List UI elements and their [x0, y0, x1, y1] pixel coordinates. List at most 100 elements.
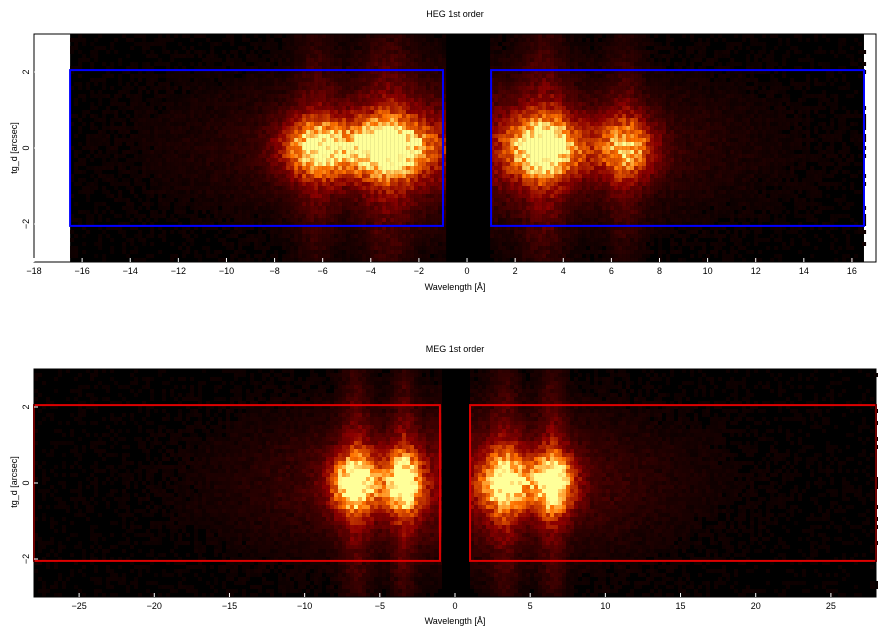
heg-heatmap-cell: [226, 74, 231, 78]
heg-heatmap-cell: [278, 82, 283, 86]
heg-heatmap-cell: [430, 246, 435, 250]
heg-heatmap-cell: [106, 206, 111, 210]
heg-heatmap-cell: [366, 54, 371, 58]
heg-heatmap-cell: [366, 126, 371, 130]
heg-heatmap-cell: [126, 114, 131, 118]
heg-heatmap-cell: [430, 78, 435, 82]
heg-heatmap-cell: [322, 190, 327, 194]
heg-heatmap-cell: [378, 250, 383, 254]
heg-heatmap-cell: [326, 254, 331, 258]
heg-heatmap-cell: [278, 242, 283, 246]
heg-heatmap-cell: [174, 158, 179, 162]
heg-heatmap-cell: [314, 110, 319, 114]
heg-heatmap-cell: [530, 150, 535, 154]
heg-heatmap-cell: [506, 106, 511, 110]
heg-heatmap-cell: [514, 198, 519, 202]
heg-heatmap-cell: [298, 138, 303, 142]
heg-heatmap-cell: [242, 162, 247, 166]
heg-heatmap-cell: [222, 94, 227, 98]
heg-heatmap-cell: [150, 70, 155, 74]
heg-heatmap-cell: [414, 174, 419, 178]
heg-heatmap-cell: [102, 178, 107, 182]
heg-heatmap-cell: [70, 122, 75, 126]
heg-heatmap-cell: [502, 50, 507, 54]
heg-heatmap-cell: [398, 234, 403, 238]
heg-heatmap-cell: [294, 66, 299, 70]
heg-heatmap-cell: [518, 58, 523, 62]
heg-heatmap-cell: [338, 254, 343, 258]
heg-heatmap-cell: [262, 162, 267, 166]
heg-heatmap-cell: [318, 70, 323, 74]
heg-heatmap-cell: [210, 138, 215, 142]
heg-heatmap-cell: [498, 134, 503, 138]
heg-heatmap-cell: [494, 142, 499, 146]
heg-heatmap-cell: [278, 190, 283, 194]
heg-heatmap-cell: [162, 126, 167, 130]
heg-heatmap-cell: [154, 130, 159, 134]
heg-heatmap-cell: [510, 122, 515, 126]
heg-heatmap-cell: [422, 246, 427, 250]
heg-heatmap-cell: [506, 142, 511, 146]
heg-heatmap-cell: [430, 206, 435, 210]
heg-heatmap-cell: [402, 246, 407, 250]
heg-heatmap-cell: [302, 134, 307, 138]
heg-heatmap-cell: [362, 122, 367, 126]
heg-heatmap-cell: [266, 178, 271, 182]
heg-heatmap-cell: [442, 70, 447, 74]
heg-heatmap-cell: [338, 146, 343, 150]
heg-heatmap-cell: [422, 238, 427, 242]
heg-heatmap-cell: [334, 94, 339, 98]
heg-heatmap-cell: [398, 126, 403, 130]
heg-heatmap-cell: [410, 86, 415, 90]
heg-heatmap-cell: [362, 170, 367, 174]
heg-heatmap-cell: [510, 70, 515, 74]
heg-heatmap-cell: [314, 142, 319, 146]
heg-heatmap-cell: [402, 258, 407, 262]
heg-heatmap-cell: [338, 126, 343, 130]
heg-heatmap-cell: [150, 242, 155, 246]
heg-heatmap-cell: [106, 138, 111, 142]
heg-heatmap-cell: [102, 230, 107, 234]
heg-heatmap-cell: [258, 90, 263, 94]
heg-heatmap-cell: [314, 90, 319, 94]
heg-heatmap-cell: [266, 194, 271, 198]
heg-heatmap-cell: [206, 166, 211, 170]
heg-heatmap-cell: [426, 94, 431, 98]
heg-heatmap-cell: [422, 122, 427, 126]
heg-heatmap-cell: [234, 186, 239, 190]
heg-heatmap-cell: [250, 150, 255, 154]
heg-heatmap-cell: [410, 162, 415, 166]
heg-heatmap-cell: [202, 98, 207, 102]
heg-heatmap-cell: [282, 110, 287, 114]
heg-heatmap-cell: [522, 90, 527, 94]
heg-heatmap-cell: [230, 66, 235, 70]
heg-heatmap-cell: [310, 226, 315, 230]
heg-heatmap-cell: [154, 78, 159, 82]
heg-heatmap-cell: [494, 110, 499, 114]
heg-heatmap-cell: [334, 186, 339, 190]
heg-heatmap-cell: [286, 158, 291, 162]
heg-heatmap-cell: [122, 162, 127, 166]
heg-heatmap-cell: [398, 218, 403, 222]
heg-heatmap-cell: [262, 102, 267, 106]
heg-heatmap-cell: [242, 122, 247, 126]
heg-heatmap-cell: [286, 142, 291, 146]
heg-heatmap-cell: [270, 170, 275, 174]
heg-heatmap-cell: [238, 158, 243, 162]
heg-heatmap-cell: [298, 46, 303, 50]
heg-heatmap-cell: [382, 142, 387, 146]
heg-heatmap-cell: [246, 90, 251, 94]
heg-heatmap-cell: [150, 122, 155, 126]
heg-heatmap-cell: [286, 186, 291, 190]
heg-heatmap-cell: [354, 126, 359, 130]
heg-heatmap-cell: [518, 210, 523, 214]
heg-heatmap-cell: [254, 70, 259, 74]
heg-heatmap-cell: [290, 238, 295, 242]
heg-heatmap-cell: [142, 130, 147, 134]
heg-heatmap-cell: [134, 42, 139, 46]
heg-heatmap-cell: [158, 42, 163, 46]
heg-heatmap-cell: [414, 194, 419, 198]
heg-heatmap-cell: [242, 106, 247, 110]
heg-heatmap-cell: [350, 254, 355, 258]
heg-heatmap-cell: [254, 150, 259, 154]
